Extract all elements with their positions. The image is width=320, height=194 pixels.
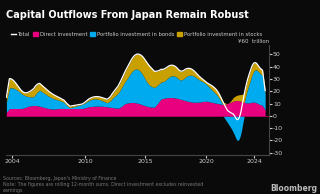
Legend: Total, Direct investment, Portfolio investment in bonds, Portfolio investment in: Total, Direct investment, Portfolio inve… [9, 29, 264, 39]
Text: Sources: Bloomberg, Japan's Ministry of Finance
Note: The figures are rolling 12: Sources: Bloomberg, Japan's Ministry of … [3, 176, 204, 193]
Text: Bloomberg: Bloomberg [270, 184, 317, 193]
Text: Capital Outflows From Japan Remain Robust: Capital Outflows From Japan Remain Robus… [6, 10, 249, 20]
Text: ¥60  trillion: ¥60 trillion [237, 39, 269, 44]
